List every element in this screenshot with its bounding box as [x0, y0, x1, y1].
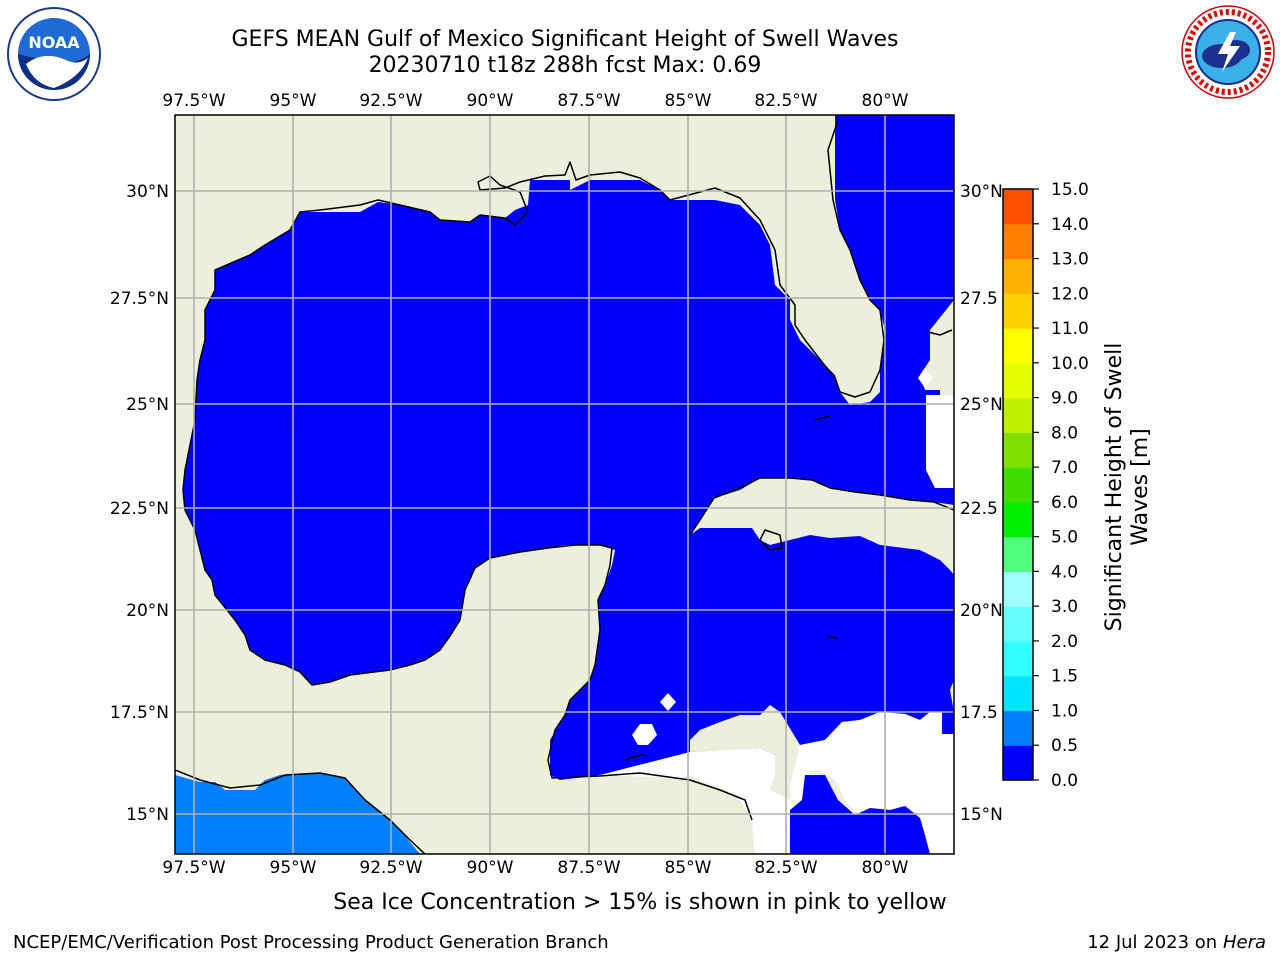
colorbar-tick-label: 1.0: [1051, 701, 1078, 721]
lon-labels-top: 97.5°W 95°W 92.5°W 90°W 87.5°W 85°W 82.5…: [162, 91, 908, 111]
lon-label: 85°W: [665, 91, 712, 111]
lon-labels-bottom: 97.5°W 95°W 92.5°W 90°W 87.5°W 85°W 82.5…: [162, 858, 908, 878]
colorbar-segment: [1003, 258, 1033, 294]
lon-label: 90°W: [467, 91, 514, 111]
lat-label: 27.5°N: [110, 289, 169, 309]
lat-labels-right: 30°N 27.5 25°N 22.5 20°N 17.5 15°N: [960, 182, 1003, 825]
colorbar-tick-label: 0.0: [1051, 771, 1078, 791]
colorbar-segment: [1003, 710, 1033, 746]
lat-label: 17.5°N: [110, 703, 169, 723]
no-data-patch: [660, 693, 676, 711]
no-data-region: [790, 712, 954, 854]
colorbar-tick-label: 14.0: [1051, 215, 1089, 235]
colorbar-segment: [1003, 675, 1033, 712]
noaa-logo-text: NOAA: [28, 33, 80, 52]
colorbar-segment: [1003, 571, 1033, 607]
colorbar-segment: [1003, 362, 1033, 399]
colorbar-title-line2: Waves [m]: [1128, 428, 1153, 546]
credit-host: Hera: [1222, 932, 1266, 953]
colorbar-tick-label: 2.0: [1051, 632, 1078, 652]
lon-label: 92.5°W: [359, 858, 422, 878]
no-data-patch: [918, 368, 933, 388]
colorbar-tick-label: 13.0: [1051, 250, 1089, 270]
lon-label: 87.5°W: [557, 858, 620, 878]
colorbar-segment: [1003, 467, 1033, 503]
colorbar-frame: [1002, 188, 1034, 781]
colorbar-tick-label: 7.0: [1051, 458, 1078, 478]
credit-left: NCEP/EMC/Verification Post Processing Pr…: [13, 932, 609, 953]
colorbar-tick-label: 15.0: [1051, 180, 1089, 200]
graticule: [175, 115, 954, 854]
lat-label: 30°N: [960, 182, 1003, 202]
map-area: [175, 115, 954, 854]
lat-label: 30°N: [126, 182, 169, 202]
lon-label: 80°W: [862, 91, 909, 111]
colorbar-tick-label: 10.0: [1051, 354, 1089, 374]
lon-label: 92.5°W: [359, 91, 422, 111]
noaa-logo: NOAA: [7, 7, 101, 101]
colorbar-tick-label: 3.0: [1051, 597, 1078, 617]
colorbar-tick-label: 12.0: [1051, 284, 1089, 304]
credit-right: 12 Jul 2023 on Hera: [1087, 932, 1266, 953]
colorbar-title-line1: Significant Height of Swell: [1102, 342, 1127, 632]
lon-label: 87.5°W: [557, 91, 620, 111]
lon-label: 95°W: [270, 91, 317, 111]
chart-title: GEFS MEAN Gulf of Mexico Significant Hei…: [231, 27, 899, 52]
lat-label: 22.5°N: [110, 499, 169, 519]
colorbar-segment: [1003, 432, 1033, 468]
colorbar-tick-label: 5.0: [1051, 528, 1078, 548]
colorbar-tick-label: 9.0: [1051, 389, 1078, 409]
lat-label: 20°N: [960, 601, 1003, 621]
colorbar-segment: [1003, 397, 1033, 433]
colorbar-segment: [1003, 189, 1033, 225]
map-frame: [174, 114, 955, 855]
colorbar-segment: [1003, 536, 1033, 573]
lon-label: 82.5°W: [754, 858, 817, 878]
no-data-patch: [926, 395, 954, 488]
colorbar-segment: [1003, 606, 1033, 642]
lon-label: 97.5°W: [162, 858, 225, 878]
colorbar-tick-label: 11.0: [1051, 319, 1089, 339]
gulf-water: [183, 115, 954, 780]
colorbar: [1002, 188, 1034, 781]
colorbar-segment: [1003, 501, 1033, 538]
lon-label: 80°W: [862, 858, 909, 878]
lon-label: 90°W: [467, 858, 514, 878]
lon-label: 95°W: [270, 858, 317, 878]
colorbar-tick-label: 6.0: [1051, 493, 1078, 513]
credit-date: 12 Jul 2023 on: [1087, 932, 1223, 953]
colorbar-tick-label: 1.5: [1051, 667, 1078, 687]
colorbar-segment: [1003, 293, 1033, 329]
lat-label: 22.5: [960, 499, 998, 519]
lat-label: 27.5: [960, 289, 998, 309]
lon-label: 82.5°W: [754, 91, 817, 111]
lon-label: 85°W: [665, 858, 712, 878]
nws-logo: [1181, 5, 1275, 99]
lon-label: 97.5°W: [162, 91, 225, 111]
chart-subtitle: 20230710 t18z 288h fcst Max: 0.69: [368, 53, 762, 78]
colorbar-segment: [1003, 745, 1033, 781]
coastlines: [175, 115, 954, 854]
colorbar-ticks: 0.0 0.5 1.0 1.5 2.0 3.0 4.0 5.0 6.0 7.0 8.0 9.0 10.0…: [1033, 180, 1089, 791]
colorbar-tick-label: 8.0: [1051, 423, 1078, 443]
lat-labels-left: 30°N 27.5°N 25°N 22.5°N 20°N 17.5°N 15°N: [110, 182, 169, 825]
colorbar-segment: [1003, 223, 1033, 260]
lat-label: 25°N: [960, 395, 1003, 415]
colorbar-tick-label: 0.5: [1051, 736, 1078, 756]
lat-label: 15°N: [126, 805, 169, 825]
lat-label: 20°N: [126, 601, 169, 621]
colorbar-segment: [1003, 640, 1033, 677]
no-data-patch: [632, 724, 657, 745]
colorbar-segment: [1003, 328, 1033, 364]
lat-label: 17.5: [960, 703, 998, 723]
sea-ice-note: Sea Ice Concentration > 15% is shown in …: [333, 890, 947, 915]
lat-label: 25°N: [126, 395, 169, 415]
lat-label: 15°N: [960, 805, 1003, 825]
colorbar-tick-label: 4.0: [1051, 562, 1078, 582]
